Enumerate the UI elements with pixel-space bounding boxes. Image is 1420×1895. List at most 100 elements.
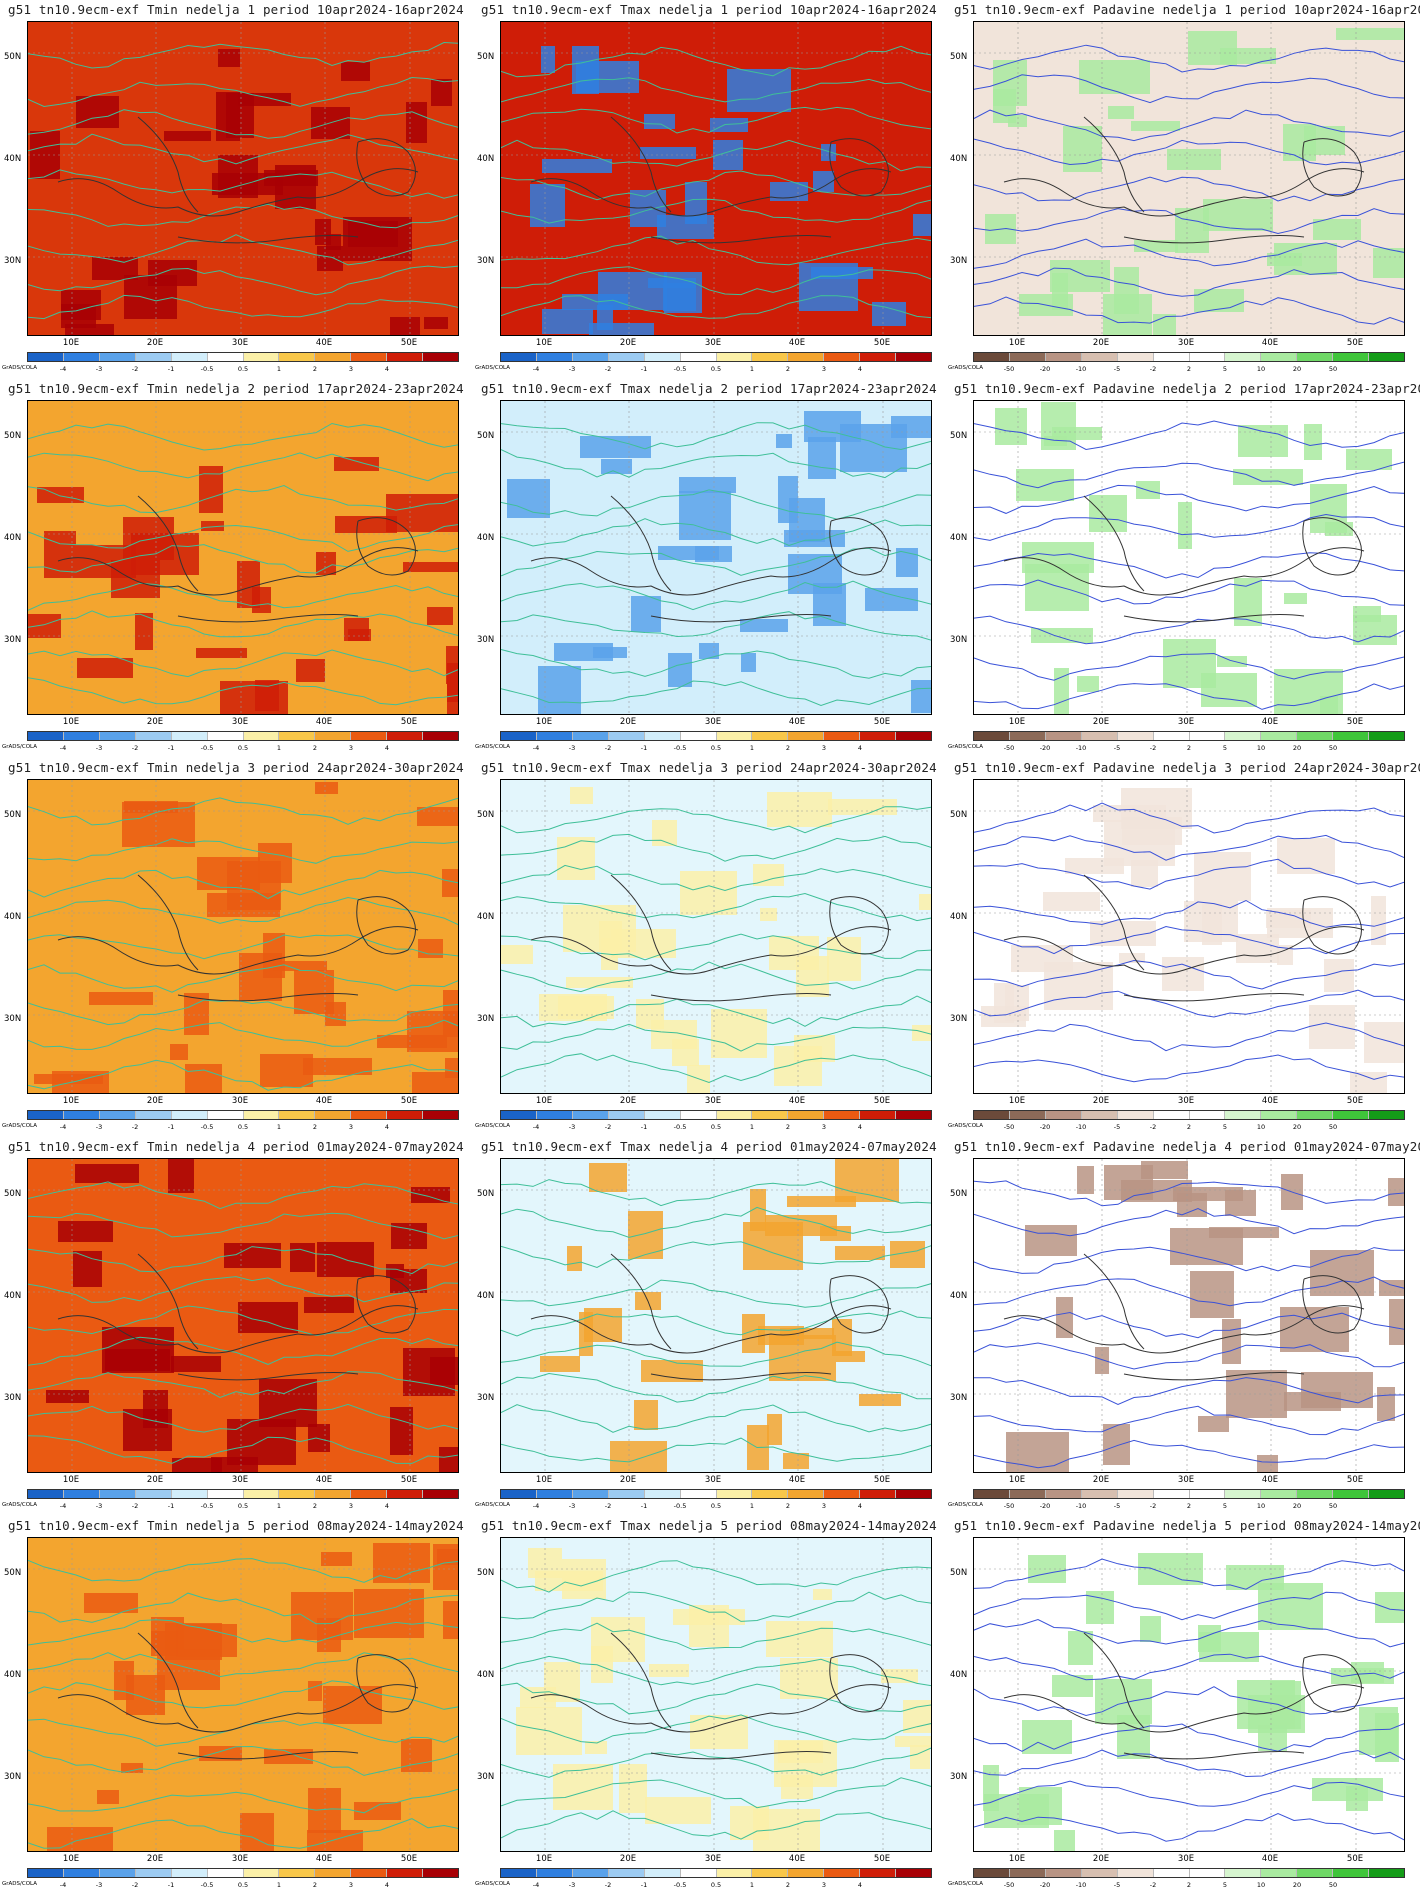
colorbar-tick-label: -50 — [1003, 1123, 1015, 1131]
colorbar-tick-label: -1 — [167, 1502, 175, 1510]
lon-label: 10E — [62, 1854, 80, 1864]
colorbar-tick-label: 3 — [348, 1502, 354, 1510]
lon-label: 50E — [400, 717, 418, 727]
colorbar — [27, 1489, 459, 1499]
lon-label: 40E — [315, 1854, 333, 1864]
map-canvas — [28, 401, 458, 714]
colorbar-tick-label: 2 — [1186, 744, 1192, 752]
colorbar-swatch — [679, 353, 716, 361]
map-canvas — [974, 401, 1404, 714]
colorbar-swatch — [1044, 1111, 1081, 1119]
colorbar-swatch — [134, 732, 171, 740]
panel-title: g51 tn10.9ecm-exf Padavine nedelja 2 per… — [954, 381, 1420, 396]
lat-label: 30N — [477, 1014, 495, 1024]
lat-label: 40N — [4, 154, 22, 164]
lat-label: 30N — [4, 1772, 22, 1782]
colorbar-swatch — [1224, 1111, 1261, 1119]
map-panel-tmin-week-5: g51 tn10.9ecm-exf Tmin nedelja 5 period … — [0, 1516, 472, 1895]
map-canvas — [501, 22, 931, 335]
colorbar-tick-label: -4 — [59, 365, 67, 373]
colorbar-tick-label: -2 — [131, 1881, 139, 1889]
coastlines — [530, 1253, 892, 1381]
panel-title: g51 tn10.9ecm-exf Tmax nedelja 1 period … — [481, 2, 937, 17]
grads-credit: GrADS/COLA — [948, 1502, 983, 1508]
lon-label: 20E — [146, 1475, 164, 1485]
coastlines — [1003, 116, 1365, 244]
colorbar-tick-label: -1 — [167, 1123, 175, 1131]
colorbar-swatch — [1332, 732, 1369, 740]
colorbar-swatch — [974, 353, 1009, 361]
colorbar-swatch — [98, 353, 135, 361]
colorbar-swatch — [1368, 353, 1405, 361]
grads-credit: GrADS/COLA — [2, 1502, 37, 1508]
colorbar-swatch — [607, 1490, 644, 1498]
map-canvas — [974, 22, 1404, 335]
lon-label: 50E — [400, 1096, 418, 1106]
colorbar-tick-label: -3 — [568, 744, 576, 752]
colorbar-swatch — [1008, 1869, 1045, 1877]
contour-lines — [974, 1180, 1404, 1469]
lon-label: 50E — [1346, 1096, 1364, 1106]
colorbar-swatch — [314, 1111, 351, 1119]
colorbar-swatch — [386, 353, 423, 361]
lat-label: 30N — [477, 256, 495, 266]
lon-label: 30E — [704, 717, 722, 727]
lat-label: 50N — [477, 52, 495, 62]
colorbar-swatch — [98, 732, 135, 740]
colorbar-swatch — [501, 732, 536, 740]
lat-label: 50N — [950, 1568, 968, 1578]
colorbar-tick-label: 1 — [749, 1881, 755, 1889]
lat-label: 40N — [950, 533, 968, 543]
lon-label: 10E — [1008, 1854, 1026, 1864]
map-canvas — [28, 1159, 458, 1472]
colorbar-tick-label: -2 — [131, 1123, 139, 1131]
colorbar-swatch — [823, 732, 860, 740]
lon-label: 40E — [315, 1096, 333, 1106]
colorbar — [500, 731, 932, 741]
lon-label: 10E — [62, 1096, 80, 1106]
anomaly-patches — [46, 1159, 458, 1472]
colorbar-tick-label: 5 — [1222, 1123, 1228, 1131]
coastlines — [530, 495, 892, 623]
lon-label: 20E — [1092, 1475, 1110, 1485]
colorbar-tick-label: 4 — [857, 1502, 863, 1510]
colorbar-tick-label: 3 — [348, 1881, 354, 1889]
map-canvas — [28, 1538, 458, 1851]
colorbar-swatch — [607, 1111, 644, 1119]
map-canvas — [501, 1159, 931, 1472]
map-panel-tmax-week-5: g51 tn10.9ecm-exf Tmax nedelja 5 period … — [473, 1516, 945, 1895]
anomaly-patches — [983, 1553, 1404, 1851]
map-area — [973, 21, 1405, 336]
colorbar-swatch — [643, 1869, 680, 1877]
colorbar-swatch — [242, 1869, 279, 1877]
lat-label: 40N — [950, 1670, 968, 1680]
panel-title: g51 tn10.9ecm-exf Padavine nedelja 5 per… — [954, 1518, 1420, 1533]
lon-label: 30E — [1177, 1475, 1195, 1485]
grads-credit: GrADS/COLA — [2, 1123, 37, 1129]
map-canvas — [28, 22, 458, 335]
graticule — [501, 1159, 931, 1472]
colorbar-tick-label: -4 — [532, 1502, 540, 1510]
colorbar-swatch — [28, 353, 63, 361]
contour-lines — [28, 41, 458, 320]
lat-label: 50N — [477, 431, 495, 441]
colorbar-tick-label: 2 — [312, 1881, 318, 1889]
lon-label: 30E — [231, 338, 249, 348]
colorbar-swatch — [715, 732, 752, 740]
colorbar-tick-label: 0.5 — [237, 365, 249, 373]
colorbar-swatch — [501, 1869, 536, 1877]
colorbar-tick-label: 3 — [348, 1123, 354, 1131]
colorbar-tick-label: 0.5 — [237, 1123, 249, 1131]
colorbar-tick-label: -5 — [1113, 1502, 1121, 1510]
colorbar-swatch — [134, 353, 171, 361]
colorbar-swatch — [571, 353, 608, 361]
panel-title: g51 tn10.9ecm-exf Padavine nedelja 3 per… — [954, 760, 1420, 775]
lon-label: 30E — [704, 1096, 722, 1106]
graticule — [974, 780, 1404, 1093]
colorbar-swatch — [1224, 1490, 1261, 1498]
lat-label: 50N — [4, 431, 22, 441]
graticule — [974, 1538, 1404, 1851]
colorbar-tick-label: -0.5 — [673, 365, 687, 373]
anomaly-field — [974, 22, 1404, 335]
colorbar-swatch — [787, 732, 824, 740]
